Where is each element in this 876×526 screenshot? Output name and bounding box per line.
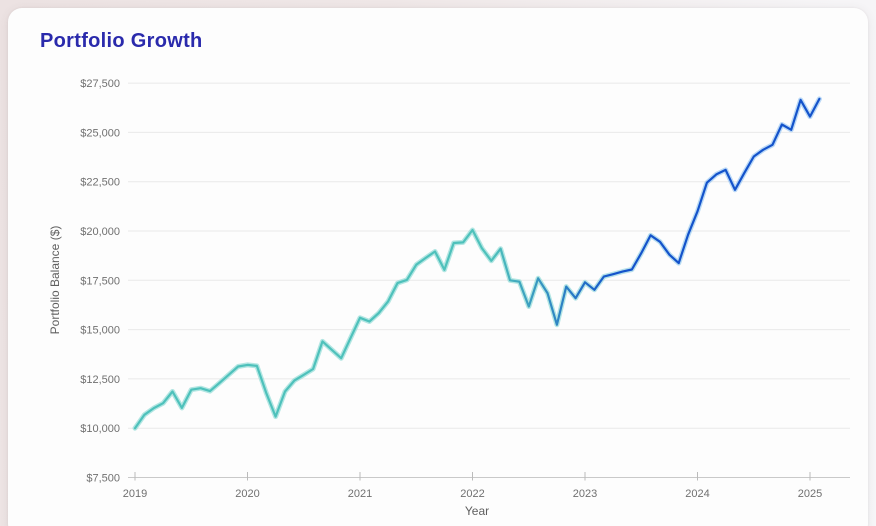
x-tick-label: 2019 [123, 488, 147, 500]
y-tick-label: $15,000 [80, 325, 120, 337]
page-title: Portfolio Growth [40, 30, 203, 52]
y-tick-label: $12,500 [80, 374, 120, 386]
x-tick-label: 2023 [573, 488, 597, 500]
x-tick-label: 2024 [685, 488, 709, 500]
series-line [133, 97, 821, 430]
y-tick-label: $27,500 [80, 78, 120, 90]
y-tick-label: $7,500 [86, 473, 120, 485]
y-tick-label: $17,500 [80, 275, 120, 287]
y-tick-label: $20,000 [80, 226, 120, 238]
x-tick-label: 2025 [798, 488, 822, 500]
gridlines [128, 82, 850, 481]
portfolio-card: Portfolio Growth $7,500 $10,000 $12,500 $15… [8, 8, 868, 526]
x-tick-label: 2021 [348, 488, 372, 500]
axis-tick-labels: $7,500 $10,000 $12,500 $15,000 $17,500 $20,00… [80, 78, 822, 500]
x-tick-label: 2022 [460, 488, 484, 500]
portfolio-growth-chart: $7,500 $10,000 $12,500 $15,000 $17,500 $20,00… [48, 78, 850, 518]
y-tick-label: $25,000 [80, 127, 120, 139]
chart-area: $7,500 $10,000 $12,500 $15,000 $17,500 $20,00… [8, 8, 868, 526]
x-axis-title: Year [465, 504, 489, 518]
x-tick-label: 2020 [235, 488, 259, 500]
y-tick-label: $22,500 [80, 177, 120, 189]
y-axis-title: Portfolio Balance ($) [48, 226, 62, 335]
y-tick-label: $10,000 [80, 423, 120, 435]
